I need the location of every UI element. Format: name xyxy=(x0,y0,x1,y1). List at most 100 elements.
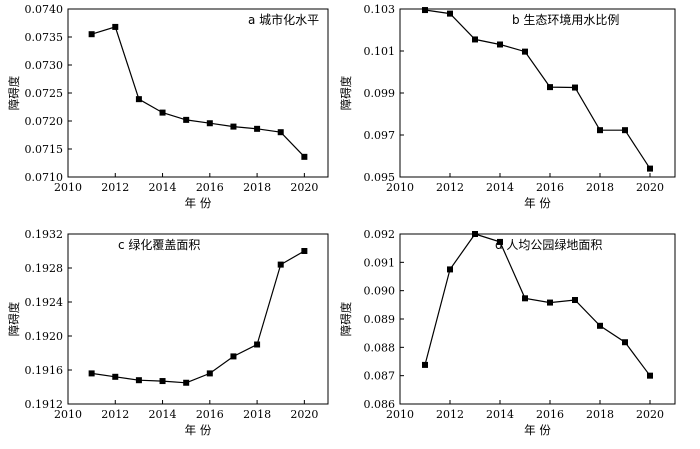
x-tick-label-b-2: 2014 xyxy=(486,181,514,194)
y-tick-label-c-4: 0.1928 xyxy=(25,262,64,275)
y-tick-label-c-3: 0.1924 xyxy=(25,296,64,309)
y-tick-label-a-3: 0.0725 xyxy=(25,87,64,100)
data-point-c-2014 xyxy=(159,378,166,385)
data-point-c-2012 xyxy=(112,373,119,380)
x-tick-label-a-2: 2014 xyxy=(149,181,177,194)
y-axis-title-d: 障碍度 xyxy=(339,301,353,336)
data-point-b-2020 xyxy=(647,165,653,172)
y-tick-label-d-5: 0.091 xyxy=(364,256,396,269)
data-point-d-2013 xyxy=(472,231,478,237)
x-tick-label-d-4: 2018 xyxy=(586,408,614,421)
data-point-d-2020 xyxy=(647,372,653,379)
x-tick-label-c-0: 2010 xyxy=(54,408,82,421)
data-point-c-2017 xyxy=(230,353,237,360)
data-point-b-2014 xyxy=(497,41,503,48)
data-point-a-2019 xyxy=(277,129,284,136)
y-tick-label-b-4: 0.103 xyxy=(364,3,396,16)
data-point-d-2019 xyxy=(622,339,628,346)
panel-b: 2010 2012 2014 2016 2018 2020 0.095 0.097 0.099 0… xyxy=(339,3,676,210)
panel-title-d: d 人均公园绿地面积 xyxy=(495,237,602,252)
panel-title-a: a 城市化水平 xyxy=(248,12,319,27)
data-point-b-2018 xyxy=(597,127,603,134)
x-tick-label-d-2: 2014 xyxy=(486,408,514,421)
x-axis-title-c: 年 份 xyxy=(185,423,212,437)
data-point-b-2015 xyxy=(522,48,528,55)
x-tick-label-a-1: 2012 xyxy=(101,181,129,194)
series-line-b xyxy=(424,9,651,169)
data-point-d-2018 xyxy=(597,322,603,329)
data-point-a-2018 xyxy=(254,125,261,132)
x-tick-label-d-1: 2012 xyxy=(436,408,464,421)
y-tick-label-b-0: 0.095 xyxy=(364,171,396,184)
x-axis-title-b: 年 份 xyxy=(524,196,551,210)
series-line-c xyxy=(91,250,305,384)
y-tick-label-d-4: 0.090 xyxy=(364,285,396,298)
y-tick-label-c-1: 0.1916 xyxy=(25,364,64,377)
panel-a: 2010 2012 2014 2016 2018 2020 0.0710 0.0715 0.07… xyxy=(7,3,329,210)
data-point-a-2012 xyxy=(112,23,119,30)
y-tick-label-d-6: 0.092 xyxy=(364,228,396,241)
x-tick-label-a-0: 2010 xyxy=(54,181,82,194)
x-tick-label-b-4: 2018 xyxy=(586,181,614,194)
data-point-b-2019 xyxy=(622,127,628,134)
x-tick-label-b-3: 2016 xyxy=(536,181,564,194)
y-axis-title-c: 障碍度 xyxy=(7,301,21,336)
y-tick-label-a-0: 0.0710 xyxy=(25,171,64,184)
panel-c: 2010 2012 2014 2016 2018 2020 0.1912 0.1916 0.19… xyxy=(7,228,329,437)
y-tick-label-b-1: 0.097 xyxy=(364,129,396,142)
data-point-a-2017 xyxy=(230,123,237,130)
panel-title-b: b 生态环境用水比例 xyxy=(512,12,619,27)
x-tick-label-a-5: 2020 xyxy=(290,181,318,194)
x-tick-label-a-4: 2018 xyxy=(243,181,271,194)
y-tick-label-a-2: 0.0720 xyxy=(25,115,64,128)
panel-title-c: c 绿化覆盖面积 xyxy=(118,237,200,252)
data-point-c-2013 xyxy=(135,377,142,384)
data-point-a-2013 xyxy=(135,96,142,103)
plot-frame-d xyxy=(399,233,676,405)
data-point-c-2019 xyxy=(277,261,284,268)
x-tick-label-c-1: 2012 xyxy=(101,408,129,421)
data-point-a-2011 xyxy=(88,31,95,38)
x-tick-label-d-0: 2010 xyxy=(386,408,414,421)
data-point-c-2011 xyxy=(88,370,95,377)
plot-frame-a xyxy=(67,8,329,178)
x-tick-label-b-5: 2020 xyxy=(636,181,664,194)
y-tick-label-a-4: 0.0730 xyxy=(25,59,64,72)
data-point-d-2012 xyxy=(447,266,453,273)
x-tick-label-c-2: 2014 xyxy=(149,408,177,421)
x-tick-label-c-5: 2020 xyxy=(290,408,318,421)
y-tick-label-b-3: 0.101 xyxy=(364,45,396,58)
data-point-b-2011 xyxy=(422,7,428,14)
data-point-a-2014 xyxy=(159,109,166,116)
y-tick-label-a-5: 0.0735 xyxy=(25,31,64,44)
x-tick-label-a-3: 2016 xyxy=(196,181,224,194)
data-point-d-2016 xyxy=(547,299,553,306)
data-point-d-2017 xyxy=(572,297,578,304)
y-tick-label-c-5: 0.1932 xyxy=(25,228,64,241)
data-point-c-2015 xyxy=(183,379,190,386)
y-tick-label-d-3: 0.089 xyxy=(364,313,396,326)
series-line-d xyxy=(424,233,651,377)
data-point-d-2015 xyxy=(522,295,528,302)
y-tick-label-a-1: 0.0715 xyxy=(25,143,64,156)
y-axis-title-a: 障碍度 xyxy=(7,75,21,110)
y-tick-label-a-6: 0.0740 xyxy=(25,3,64,16)
data-point-a-2015 xyxy=(183,116,190,123)
data-point-a-2016 xyxy=(206,120,213,127)
x-tick-label-d-5: 2020 xyxy=(636,408,664,421)
y-tick-label-c-0: 0.1912 xyxy=(25,398,64,411)
x-tick-label-b-1: 2012 xyxy=(436,181,464,194)
data-point-d-2014 xyxy=(497,238,503,245)
y-tick-label-d-0: 0.086 xyxy=(364,398,396,411)
panel-d: 2010 2012 2014 2016 2018 2020 0.086 0.087 0.088 0… xyxy=(339,228,676,437)
x-tick-label-b-0: 2010 xyxy=(386,181,414,194)
x-tick-label-c-4: 2018 xyxy=(243,408,271,421)
data-point-c-2018 xyxy=(254,341,261,348)
data-point-b-2017 xyxy=(572,84,578,91)
x-axis-title-d: 年 份 xyxy=(524,423,551,437)
y-tick-label-b-2: 0.099 xyxy=(364,87,396,100)
y-tick-label-d-2: 0.088 xyxy=(364,341,396,354)
x-tick-label-c-3: 2016 xyxy=(196,408,224,421)
